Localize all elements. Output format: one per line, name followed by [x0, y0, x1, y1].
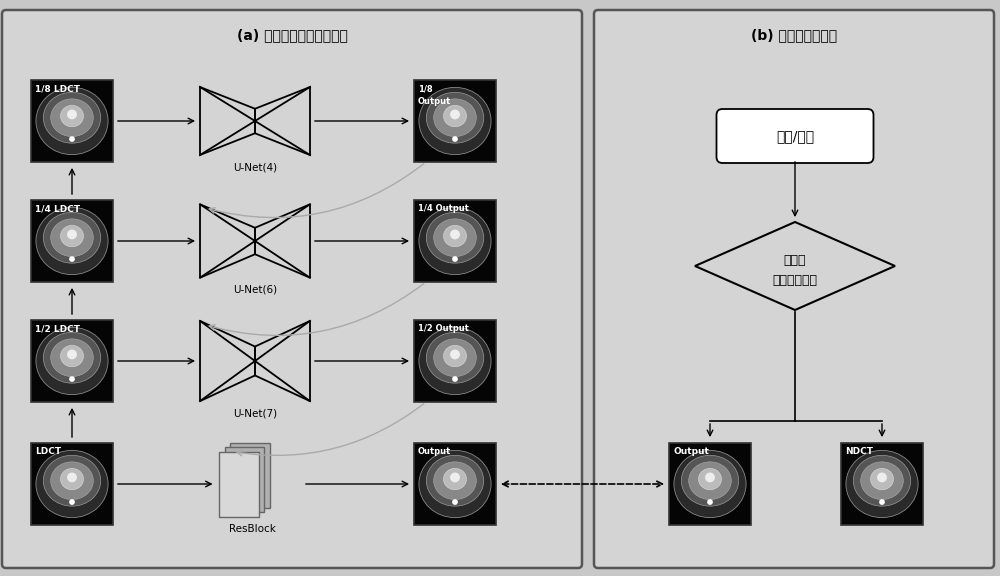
- Ellipse shape: [51, 99, 93, 137]
- Ellipse shape: [419, 88, 491, 154]
- Text: 真？/假？: 真？/假？: [776, 129, 814, 143]
- Ellipse shape: [681, 455, 739, 506]
- Ellipse shape: [452, 136, 458, 142]
- Ellipse shape: [444, 468, 466, 490]
- Text: Output: Output: [673, 447, 709, 456]
- Ellipse shape: [674, 450, 746, 518]
- Ellipse shape: [444, 346, 466, 367]
- Ellipse shape: [61, 346, 83, 367]
- Ellipse shape: [699, 468, 721, 490]
- Text: 1/2 Output: 1/2 Output: [418, 324, 469, 333]
- Text: Output: Output: [418, 97, 451, 106]
- Text: U-Net(7): U-Net(7): [233, 408, 277, 418]
- Ellipse shape: [846, 450, 918, 518]
- Ellipse shape: [67, 472, 77, 482]
- Ellipse shape: [877, 472, 887, 482]
- Text: （对抗损失）: （对抗损失）: [772, 275, 818, 287]
- Ellipse shape: [853, 455, 911, 506]
- Ellipse shape: [36, 207, 108, 275]
- Ellipse shape: [36, 450, 108, 518]
- Ellipse shape: [43, 455, 101, 506]
- FancyBboxPatch shape: [717, 109, 874, 163]
- Ellipse shape: [434, 99, 476, 137]
- Ellipse shape: [871, 468, 893, 490]
- FancyBboxPatch shape: [230, 442, 270, 507]
- Ellipse shape: [69, 499, 75, 505]
- Ellipse shape: [51, 339, 93, 377]
- Ellipse shape: [450, 472, 460, 482]
- Ellipse shape: [419, 207, 491, 275]
- FancyBboxPatch shape: [414, 320, 496, 402]
- Ellipse shape: [434, 462, 476, 499]
- Ellipse shape: [452, 376, 458, 382]
- Ellipse shape: [452, 256, 458, 262]
- Ellipse shape: [419, 450, 491, 518]
- Text: 1/8 LDCT: 1/8 LDCT: [35, 84, 80, 93]
- Ellipse shape: [689, 462, 731, 499]
- Text: 1/2 LDCT: 1/2 LDCT: [35, 324, 80, 333]
- Text: LDCT: LDCT: [35, 447, 61, 456]
- Ellipse shape: [879, 499, 885, 505]
- Ellipse shape: [452, 499, 458, 505]
- Ellipse shape: [861, 462, 903, 499]
- Ellipse shape: [69, 256, 75, 262]
- Text: 1/4 Output: 1/4 Output: [418, 204, 469, 213]
- FancyBboxPatch shape: [841, 443, 923, 525]
- Ellipse shape: [36, 88, 108, 154]
- FancyBboxPatch shape: [31, 80, 113, 162]
- Ellipse shape: [426, 92, 484, 143]
- Ellipse shape: [43, 213, 101, 263]
- FancyBboxPatch shape: [219, 452, 258, 517]
- Ellipse shape: [51, 462, 93, 499]
- Text: 判别器: 判别器: [784, 253, 806, 267]
- Ellipse shape: [444, 225, 466, 247]
- Ellipse shape: [705, 472, 715, 482]
- Ellipse shape: [61, 468, 83, 490]
- Ellipse shape: [426, 455, 484, 506]
- Text: U-Net(4): U-Net(4): [233, 162, 277, 172]
- Text: (b) 交错卷积判别器: (b) 交错卷积判别器: [751, 28, 837, 42]
- Ellipse shape: [67, 350, 77, 359]
- FancyBboxPatch shape: [414, 443, 496, 525]
- Ellipse shape: [43, 92, 101, 143]
- Ellipse shape: [444, 105, 466, 127]
- Ellipse shape: [51, 219, 93, 256]
- Ellipse shape: [36, 327, 108, 395]
- Ellipse shape: [434, 219, 476, 256]
- Ellipse shape: [69, 376, 75, 382]
- Ellipse shape: [43, 332, 101, 383]
- FancyBboxPatch shape: [225, 447, 264, 512]
- FancyBboxPatch shape: [414, 200, 496, 282]
- Ellipse shape: [426, 213, 484, 263]
- Ellipse shape: [69, 136, 75, 142]
- FancyBboxPatch shape: [31, 443, 113, 525]
- Text: 1/4 LDCT: 1/4 LDCT: [35, 204, 80, 213]
- Ellipse shape: [67, 109, 77, 119]
- Text: (a) 误差反馈金字塔生成器: (a) 误差反馈金字塔生成器: [237, 28, 347, 42]
- FancyBboxPatch shape: [2, 10, 582, 568]
- Text: ResBlock: ResBlock: [229, 524, 275, 533]
- Ellipse shape: [61, 105, 83, 127]
- Ellipse shape: [61, 225, 83, 247]
- Ellipse shape: [450, 109, 460, 119]
- FancyBboxPatch shape: [669, 443, 751, 525]
- FancyBboxPatch shape: [414, 80, 496, 162]
- Ellipse shape: [434, 339, 476, 377]
- Text: 1/8: 1/8: [418, 84, 433, 93]
- FancyBboxPatch shape: [594, 10, 994, 568]
- FancyBboxPatch shape: [31, 320, 113, 402]
- Text: NDCT: NDCT: [845, 447, 873, 456]
- FancyBboxPatch shape: [31, 200, 113, 282]
- Text: U-Net(6): U-Net(6): [233, 285, 277, 295]
- Text: Output: Output: [418, 447, 451, 456]
- Ellipse shape: [450, 350, 460, 359]
- Ellipse shape: [67, 229, 77, 240]
- Ellipse shape: [707, 499, 713, 505]
- Ellipse shape: [426, 332, 484, 383]
- Ellipse shape: [419, 327, 491, 395]
- Ellipse shape: [450, 229, 460, 240]
